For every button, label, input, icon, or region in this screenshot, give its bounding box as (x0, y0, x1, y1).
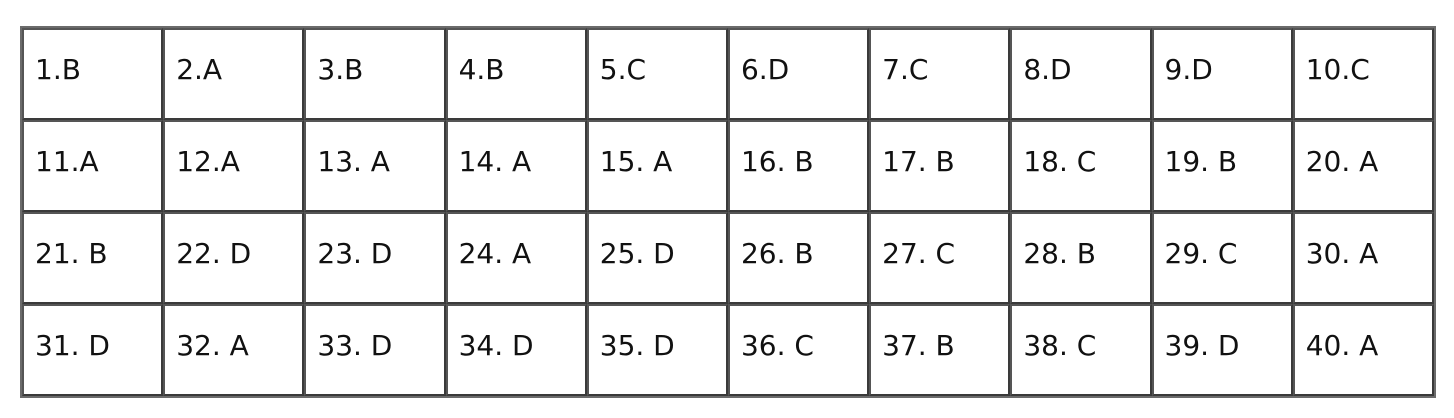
answer-cell: 15. A (586, 120, 728, 212)
table-row: 1.B 2.A 3.B 4.B 5.C 6.D 7.C 8.D 9.D 10.C (22, 28, 1434, 120)
answer-cell: 6.D (727, 28, 870, 120)
answer-cell: 21. B (22, 212, 164, 304)
answer-cell: 27. C (869, 212, 1011, 304)
table-row: 21. B 22. D 23. D 24. A 25. D 26. B 27. C 28. B… (22, 212, 1434, 304)
answer-cell: 31. D (22, 304, 164, 396)
answer-cell: 30. A (1292, 212, 1434, 304)
answer-cell: 4.B (445, 28, 587, 120)
answer-cell: 12.A (163, 120, 305, 212)
answer-cell: 14. A (445, 120, 587, 212)
answer-cell: 28. B (1010, 212, 1152, 304)
answer-cell: 24. A (445, 212, 587, 304)
answer-cell: 34. D (445, 304, 587, 396)
answer-cell: 16. B (727, 120, 870, 212)
answer-cell: 8.D (1010, 28, 1152, 120)
answer-cell: 39. D (1151, 304, 1293, 396)
answer-cell: 22. D (163, 212, 305, 304)
answer-cell: 33. D (304, 304, 446, 396)
answer-key-body: 1.B 2.A 3.B 4.B 5.C 6.D 7.C 8.D 9.D 10.C 11.A 12.A 1… (22, 28, 1434, 396)
answer-cell: 40. A (1292, 304, 1434, 396)
answer-cell: 17. B (869, 120, 1011, 212)
answer-cell: 3.B (304, 28, 446, 120)
answer-cell: 13. A (304, 120, 446, 212)
answer-cell: 37. B (869, 304, 1011, 396)
table-row: 11.A 12.A 13. A 14. A 15. A 16. B 17. B 18. C 19… (22, 120, 1434, 212)
answer-cell: 36. C (727, 304, 870, 396)
answer-cell: 38. C (1010, 304, 1152, 396)
answer-cell: 26. B (727, 212, 870, 304)
answer-cell: 18. C (1010, 120, 1152, 212)
answer-cell: 20. A (1292, 120, 1434, 212)
table-row: 31. D 32. A 33. D 34. D 35. D 36. C 37. B 38. C… (22, 304, 1434, 396)
answer-cell: 23. D (304, 212, 446, 304)
answer-cell: 29. C (1151, 212, 1293, 304)
answer-cell: 10.C (1292, 28, 1434, 120)
answer-cell: 7.C (869, 28, 1011, 120)
answer-cell: 5.C (586, 28, 728, 120)
answer-cell: 19. B (1151, 120, 1293, 212)
answer-cell: 11.A (22, 120, 164, 212)
answer-key-table: 1.B 2.A 3.B 4.B 5.C 6.D 7.C 8.D 9.D 10.C 11.A 12.A 1… (20, 26, 1436, 398)
answer-cell: 25. D (586, 212, 728, 304)
answer-cell: 2.A (163, 28, 305, 120)
answer-cell: 1.B (22, 28, 164, 120)
answer-cell: 9.D (1151, 28, 1293, 120)
answer-cell: 35. D (586, 304, 728, 396)
answer-cell: 32. A (163, 304, 305, 396)
